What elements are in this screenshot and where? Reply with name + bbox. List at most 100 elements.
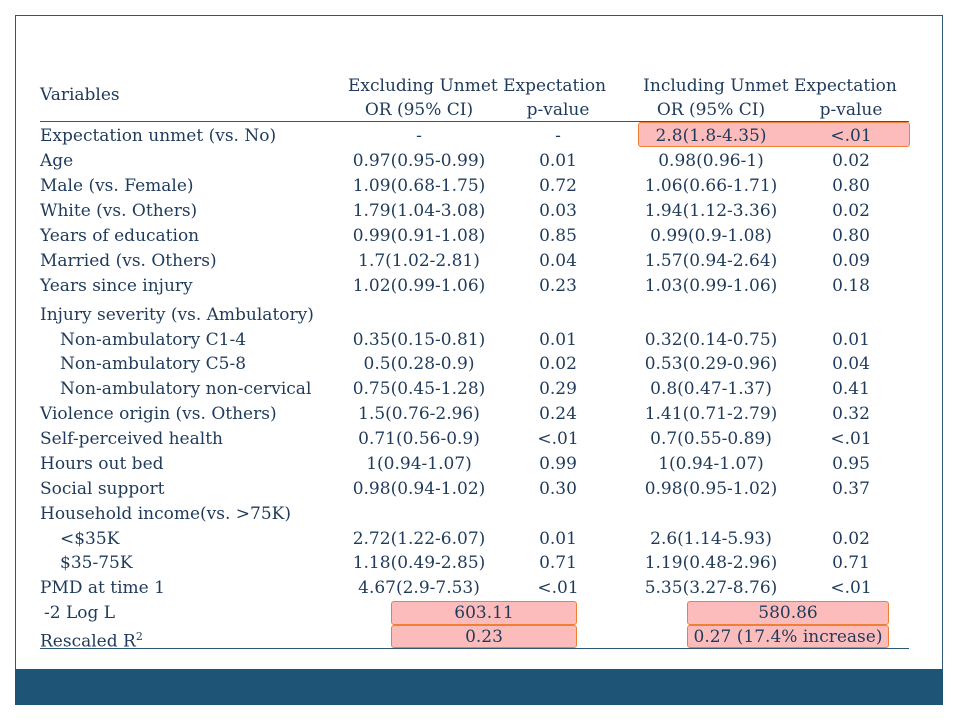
row-p-excluding: 0.01: [539, 529, 577, 549]
row-p-including: 0.02: [832, 151, 870, 171]
row-or-including: 0.8(0.47-1.37): [650, 379, 772, 399]
row-label: Male (vs. Female): [40, 176, 194, 196]
bottom-rule: [40, 648, 909, 649]
highlight-loglik-excluding: [391, 601, 577, 625]
row-or-excluding: 0.75(0.45-1.28): [352, 379, 486, 399]
highlight-expectation-unmet: [638, 122, 910, 147]
row-or-excluding: 1(0.94-1.07): [366, 454, 472, 474]
row-or-including: 1.94(1.12-3.36): [644, 201, 778, 221]
row-p-including: 0.01: [832, 330, 870, 350]
r2-including: 0.27 (17.4% increase): [693, 627, 883, 647]
loglik-label: -2 Log L: [44, 603, 116, 623]
row-or-including: 2.8(1.8-4.35): [655, 126, 767, 146]
row-or-including: 5.35(3.27-8.76): [644, 578, 778, 598]
header-variables: Variables: [40, 85, 120, 105]
row-or-excluding: 1.79(1.04-3.08): [352, 201, 486, 221]
row-p-excluding: 0.24: [539, 404, 577, 424]
row-or-excluding: 0.5(0.28-0.9): [363, 354, 475, 374]
row-or-excluding: 0.71(0.56-0.9): [358, 429, 480, 449]
row-label: Self-perceived health: [40, 429, 223, 449]
row-label: Years of education: [40, 226, 200, 246]
row-p-including: 0.02: [832, 201, 870, 221]
row-p-excluding: 0.03: [539, 201, 577, 221]
row-p-including: 0.02: [832, 529, 870, 549]
row-p-including: 0.09: [832, 251, 870, 271]
row-label: Violence origin (vs. Others): [40, 404, 277, 424]
row-p-excluding: 0.04: [539, 251, 577, 271]
row-p-including: <.01: [830, 126, 872, 146]
row-p-including: 0.71: [832, 553, 870, 573]
header-rule: [40, 121, 909, 122]
row-p-including: 0.04: [832, 354, 870, 374]
row-p-excluding: 0.29: [539, 379, 577, 399]
row-p-excluding: 0.30: [539, 479, 577, 499]
row-p-including: 0.95: [832, 454, 870, 474]
row-p-excluding: <.01: [537, 578, 579, 598]
row-or-excluding: 1.09(0.68-1.75): [352, 176, 486, 196]
row-or-including: 0.99(0.9-1.08): [650, 226, 772, 246]
row-or-including: 1.19(0.48-2.96): [644, 553, 778, 573]
header-group-including: Including Unmet Expectation: [643, 76, 897, 96]
loglik-including: 580.86: [758, 603, 818, 623]
highlight-r2-excluding: [391, 625, 577, 648]
row-or-excluding: 1.5(0.76-2.96): [358, 404, 480, 424]
row-label: Age: [40, 151, 74, 171]
row-p-excluding: 0.02: [539, 354, 577, 374]
row-p-excluding: 0.71: [539, 553, 577, 573]
row-label: PMD at time 1: [40, 578, 165, 598]
row-p-including: 0.41: [832, 379, 870, 399]
highlight-loglik-including: [687, 601, 889, 625]
row-p-excluding: 0.72: [539, 176, 577, 196]
row-or-excluding: 0.98(0.94-1.02): [352, 479, 486, 499]
r2-superscript: 2: [135, 630, 143, 643]
row-label: Expectation unmet (vs. No): [40, 126, 277, 146]
header-p-including: p-value: [819, 100, 883, 120]
row-or-excluding: 1.02(0.99-1.06): [352, 276, 486, 296]
row-or-excluding: 0.99(0.91-1.08): [352, 226, 486, 246]
row-label: Non-ambulatory C5-8: [60, 354, 247, 374]
row-or-excluding: 2.72(1.22-6.07): [352, 529, 486, 549]
header-p-excluding: p-value: [526, 100, 590, 120]
row-p-including: 0.18: [832, 276, 870, 296]
row-p-excluding: 0.23: [539, 276, 577, 296]
row-or-including: 1(0.94-1.07): [658, 454, 764, 474]
row-p-including: 0.37: [832, 479, 870, 499]
row-or-including: 0.53(0.29-0.96): [644, 354, 778, 374]
row-or-excluding: 4.67(2.9-7.53): [358, 578, 480, 598]
row-group-label: Household income(vs. >75K): [40, 504, 291, 524]
highlight-r2-including: [687, 625, 889, 648]
row-label: Non-ambulatory non-cervical: [60, 379, 312, 399]
row-label: White (vs. Others): [40, 201, 198, 221]
row-p-including: <.01: [830, 429, 872, 449]
row-or-including: 0.7(0.55-0.89): [650, 429, 772, 449]
row-p-excluding: -: [555, 126, 561, 146]
row-or-including: 2.6(1.14-5.93): [650, 529, 772, 549]
row-or-including: 1.57(0.94-2.64): [644, 251, 778, 271]
row-label: <$35K: [60, 529, 120, 549]
row-label: $35-75K: [60, 553, 133, 573]
header-or-including: OR (95% CI): [656, 100, 766, 120]
r2-label: Rescaled R2: [40, 627, 143, 652]
row-or-including: 1.41(0.71-2.79): [644, 404, 778, 424]
row-or-including: 0.98(0.95-1.02): [644, 479, 778, 499]
row-p-including: 0.80: [832, 176, 870, 196]
header-group-excluding: Excluding Unmet Expectation: [347, 76, 607, 96]
row-or-excluding: 0.35(0.15-0.81): [352, 330, 486, 350]
header-or-excluding: OR (95% CI): [364, 100, 474, 120]
row-p-excluding: 0.99: [539, 454, 577, 474]
row-or-excluding: 0.97(0.95-0.99): [352, 151, 486, 171]
row-label: Years since injury: [40, 276, 193, 296]
row-p-including: 0.32: [832, 404, 870, 424]
row-p-excluding: <.01: [537, 429, 579, 449]
row-or-including: 0.98(0.96-1): [658, 151, 764, 171]
row-or-including: 1.03(0.99-1.06): [644, 276, 778, 296]
loglik-excluding: 603.11: [454, 603, 514, 623]
row-label: Non-ambulatory C1-4: [60, 330, 247, 350]
row-group-label: Injury severity (vs. Ambulatory): [40, 305, 314, 325]
r2-excluding: 0.23: [465, 627, 503, 647]
row-label: Social support: [40, 479, 165, 499]
row-label: Married (vs. Others): [40, 251, 217, 271]
row-or-including: 1.06(0.66-1.71): [644, 176, 778, 196]
row-p-including: <.01: [830, 578, 872, 598]
row-or-including: 0.32(0.14-0.75): [644, 330, 778, 350]
